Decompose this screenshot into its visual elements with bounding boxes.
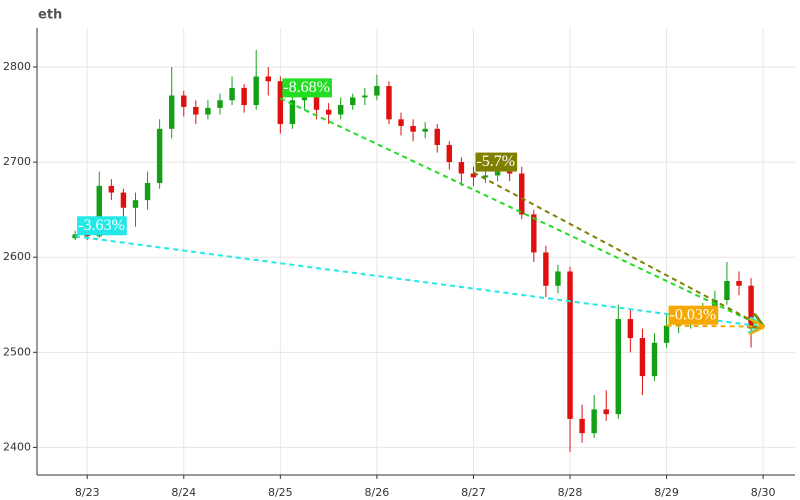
candle-body <box>120 192 127 208</box>
candle-body <box>301 97 308 101</box>
candle-body <box>470 173 477 178</box>
x-tick-label: 8/28 <box>558 486 583 499</box>
candle-body <box>337 105 344 115</box>
y-tick-label: 2700 <box>3 155 31 168</box>
y-tick-label: 2800 <box>3 60 31 73</box>
candle-body <box>639 338 646 377</box>
trend-line <box>666 326 764 327</box>
y-tick-label: 2600 <box>3 250 31 263</box>
candle-body <box>265 76 271 82</box>
annotation-box <box>668 305 719 325</box>
candle-body <box>675 323 682 326</box>
candle-body <box>591 409 597 434</box>
x-tick-label: 8/24 <box>171 486 196 499</box>
candle-body <box>494 171 501 176</box>
candle-body <box>567 271 573 419</box>
candle-body <box>325 109 332 115</box>
y-tick-label: 2500 <box>3 345 31 358</box>
candle-body <box>736 280 742 286</box>
annotation-label: -3.63% <box>78 217 125 234</box>
candle-body <box>603 409 609 415</box>
candle-body <box>555 271 561 286</box>
candle-body <box>398 119 404 126</box>
candle-body <box>84 234 90 237</box>
candle-body <box>627 319 634 339</box>
candle-body <box>253 76 259 106</box>
candle-body <box>96 185 102 237</box>
annotation-label: -0.03% <box>670 306 717 323</box>
candle-body <box>519 173 525 215</box>
y-tick-label: 2400 <box>3 440 31 453</box>
x-tick-label: 8/27 <box>461 486 486 499</box>
candle-body <box>748 285 754 329</box>
candle-body <box>531 214 537 253</box>
candle-body <box>181 95 187 107</box>
candle-body <box>374 86 380 96</box>
trend-line <box>75 235 763 326</box>
x-tick-label: 8/30 <box>751 486 776 499</box>
candle-body <box>108 185 115 193</box>
candle-body <box>410 125 416 132</box>
candle-body <box>663 325 670 343</box>
candle-body <box>724 280 730 301</box>
annotation-box <box>282 78 332 98</box>
trend-line <box>279 97 763 326</box>
candle-body <box>434 128 440 145</box>
x-tick-label: 8/25 <box>268 486 293 499</box>
candle-body <box>132 200 139 208</box>
candle-body <box>651 342 658 377</box>
candle-body <box>168 95 175 129</box>
trend-line <box>472 171 763 327</box>
candle-body <box>229 87 235 101</box>
candle-body <box>579 418 585 434</box>
annotation-box <box>475 152 518 172</box>
candle-body <box>362 95 368 98</box>
candle-body <box>313 97 320 110</box>
x-tick-label: 8/26 <box>365 486 390 499</box>
x-tick-label: 8/29 <box>654 486 679 499</box>
candle-body <box>350 97 356 106</box>
candle-body <box>144 183 151 201</box>
candle-body <box>543 252 549 286</box>
candle-body <box>458 162 465 174</box>
candle-body <box>386 86 392 120</box>
candle-body <box>277 81 284 125</box>
candle-body <box>482 175 489 178</box>
annotation-box <box>77 216 127 236</box>
candle-body <box>615 319 622 415</box>
candle-body <box>193 106 199 115</box>
chart-title: eth <box>38 8 62 23</box>
candle-body <box>241 87 247 106</box>
candle-body <box>506 171 513 174</box>
candle-body <box>446 144 453 163</box>
candle-body <box>217 100 223 108</box>
candle-body <box>205 107 211 115</box>
candle-body <box>289 100 296 125</box>
annotation-label: -5.7% <box>476 153 515 170</box>
x-tick-label: 8/23 <box>75 486 100 499</box>
candle-body <box>156 128 163 184</box>
candle-body <box>422 128 428 132</box>
annotation-label: -8.68% <box>283 79 330 96</box>
